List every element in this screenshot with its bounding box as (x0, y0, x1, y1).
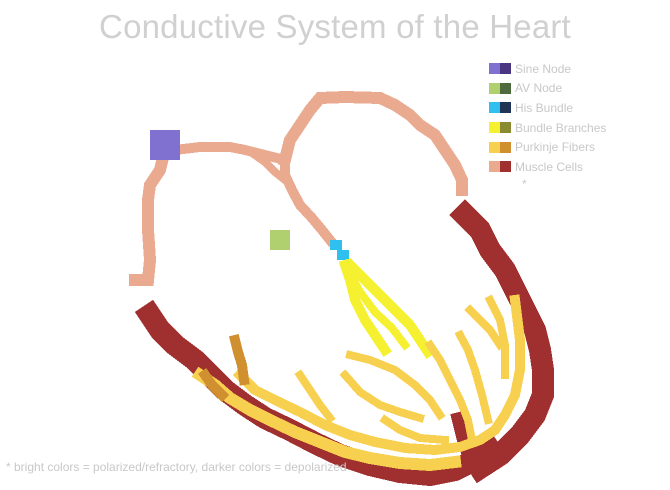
legend-item-purkinje-fibers: Purkinje Fibers (489, 137, 606, 157)
legend-item-bundle-branches: Bundle Branches (489, 118, 606, 138)
legend-item-muscle-cells: Muscle Cells (489, 157, 606, 177)
purkinje-fibers-branch-1 (345, 350, 446, 421)
legend-swatch-bright (489, 102, 500, 114)
legend-swatch-dark (500, 82, 511, 94)
legend-asterisk: * (522, 176, 527, 191)
purkinje-fibers-branch-6 (464, 304, 506, 351)
purkinje-fibers-inner (232, 294, 525, 456)
page-title: Conductive System of the Heart (99, 8, 571, 45)
legend: Sine Node AV Node His Bundle Bundle Bran… (489, 59, 606, 196)
av-node (270, 230, 290, 250)
legend-swatch-bright (489, 161, 500, 173)
his-bundle-lower (337, 250, 349, 260)
muscle-cells-atrial-path-top (159, 142, 292, 167)
sine-node (150, 130, 180, 160)
legend-label: AV Node (515, 81, 563, 96)
his-bundle-upper (330, 240, 342, 250)
purkinje-fibers-branch-3 (294, 369, 336, 424)
purkinje-fibers-branch-7 (484, 294, 509, 379)
legend-label: Sine Node (515, 61, 572, 76)
bundle-branch-middle (342, 264, 411, 351)
legend-swatch-bright (489, 63, 500, 75)
legend-swatch-bright (489, 82, 500, 94)
muscle-cells-junction (249, 149, 291, 186)
legend-swatch-dark (500, 122, 511, 134)
legend-label: Muscle Cells (515, 159, 584, 174)
legend-swatch-dark (500, 161, 511, 173)
legend-label: Purkinje Fibers (515, 140, 596, 155)
legend-swatch-bright (489, 141, 500, 153)
legend-item-av-node: AV Node (489, 79, 606, 99)
legend-item-his-bundle: His Bundle (489, 98, 606, 118)
muscle-cells-right-atrium (277, 90, 468, 196)
purkinje-fibers-branch-5 (454, 329, 493, 425)
legend-label: Bundle Branches (515, 120, 607, 135)
muscle-cells-depolarized-right (449, 199, 554, 484)
legend-swatch-dark (500, 63, 511, 75)
legend-swatch-dark (500, 141, 511, 153)
purkinje-fibers-branch-8 (379, 414, 450, 445)
purkinje-fibers-depolarized-2 (198, 368, 230, 403)
muscle-cells-left-path (129, 142, 173, 286)
legend-label: His Bundle (515, 100, 574, 115)
muscle-cells-internodal (280, 155, 338, 248)
purkinje-fibers-branch-2 (339, 369, 425, 423)
purkinje-fibers-depolarized-1 (228, 333, 250, 386)
bundle-branch-right (342, 257, 435, 359)
footnote: * bright colors = polarized/refractory, … (6, 460, 347, 474)
legend-swatch-bright (489, 122, 500, 134)
legend-item-sine-node: Sine Node (489, 59, 606, 79)
purkinje-fibers-branch-4 (424, 339, 477, 445)
legend-swatch-dark (500, 102, 511, 114)
